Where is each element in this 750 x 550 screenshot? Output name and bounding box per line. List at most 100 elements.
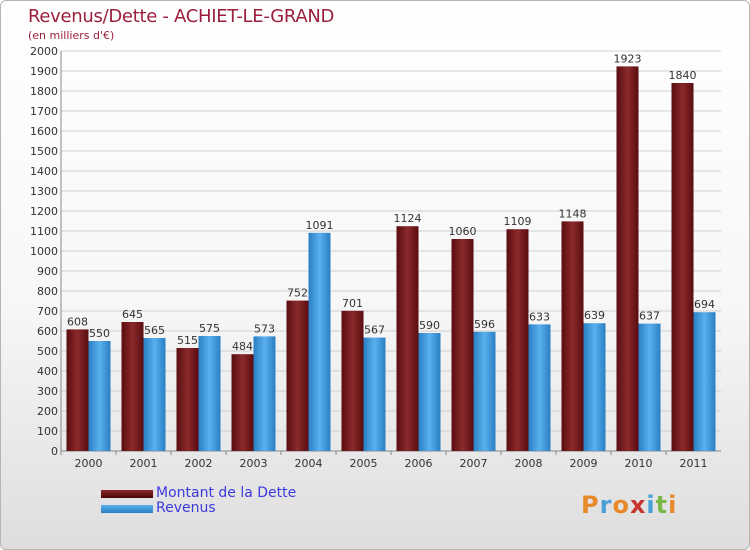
- data-label-revenue: 573: [254, 322, 275, 335]
- data-label-revenue: 567: [364, 324, 385, 337]
- data-label-debt: 1840: [669, 69, 697, 82]
- bar-debt: [121, 322, 144, 451]
- x-tick-label: 2003: [240, 457, 268, 470]
- x-tick-label: 2010: [625, 457, 653, 470]
- bar-debt: [396, 226, 419, 451]
- logo-letter: P: [581, 491, 600, 519]
- bar-debt: [176, 348, 199, 451]
- data-label-revenue: 590: [419, 319, 440, 332]
- logo-letter: i: [668, 491, 678, 519]
- bar-debt: [671, 83, 694, 451]
- data-label-debt: 1060: [449, 225, 477, 238]
- y-tick-label: 600: [37, 325, 58, 338]
- axes: 0 100 200 300 400 500 600 700 800 900 1000 1100 1200…: [30, 45, 721, 470]
- chart-title: Revenus/Dette - ACHIET-LE-GRAND: [28, 6, 335, 27]
- legend-label-debt: Montant de la Dette: [156, 485, 297, 501]
- y-tick-label: 1500: [30, 145, 58, 158]
- logo-letter: x: [629, 491, 647, 519]
- legend-swatch-revenue: [101, 505, 153, 513]
- bar-revenue: [363, 337, 386, 451]
- bar-revenue: [638, 323, 661, 451]
- data-label-debt: 1148: [559, 207, 587, 220]
- proxiti-logo: Proxiti: [581, 491, 677, 519]
- bar-revenue: [198, 336, 221, 451]
- data-label-debt: 1124: [394, 212, 422, 225]
- data-label-revenue: 575: [199, 322, 220, 335]
- y-tick-label: 500: [37, 345, 58, 358]
- y-tick-label: 700: [37, 305, 58, 318]
- data-label-revenue: 1091: [306, 219, 334, 232]
- data-label-revenue: 550: [89, 327, 110, 340]
- x-tick-label: 2008: [515, 457, 543, 470]
- data-label-debt: 701: [342, 297, 363, 310]
- y-tick-label: 1200: [30, 205, 58, 218]
- data-label-revenue: 633: [529, 310, 550, 323]
- logo-letter: i: [646, 491, 656, 519]
- bar-revenue: [473, 331, 496, 451]
- data-label-debt: 484: [232, 340, 253, 353]
- bar-debt: [66, 329, 89, 451]
- data-label-debt: 752: [287, 287, 308, 300]
- x-tick-label: 2006: [405, 457, 433, 470]
- bars: [66, 66, 716, 452]
- logo-letter: r: [599, 491, 613, 519]
- data-label-revenue: 639: [584, 309, 605, 322]
- bar-revenue: [143, 338, 166, 451]
- y-gridlines: [61, 50, 721, 452]
- data-label-debt: 608: [67, 315, 88, 328]
- bar-debt: [561, 221, 584, 451]
- x-tick-label: 2007: [460, 457, 488, 470]
- bar-revenue: [308, 232, 331, 451]
- data-label-revenue: 596: [474, 318, 495, 331]
- x-tick-label: 2000: [75, 457, 103, 470]
- x-tick-label: 2001: [130, 457, 158, 470]
- bar-revenue: [88, 341, 111, 451]
- bar-debt: [341, 310, 364, 451]
- data-label-debt: 1109: [504, 215, 532, 228]
- data-label-revenue: 637: [639, 310, 660, 323]
- x-tick-label: 2011: [680, 457, 708, 470]
- y-tick-label: 1100: [30, 225, 58, 238]
- data-label-debt: 645: [122, 308, 143, 321]
- x-tick-label: 2009: [570, 457, 598, 470]
- data-label-debt: 1923: [614, 52, 642, 65]
- x-tick-label: 2002: [185, 457, 213, 470]
- legend-swatch-debt: [101, 490, 153, 498]
- bar-debt: [231, 354, 254, 451]
- x-tick-label: 2004: [295, 457, 323, 470]
- y-tick-label: 400: [37, 365, 58, 378]
- data-label-revenue: 565: [144, 324, 165, 337]
- bar-debt: [286, 300, 309, 451]
- x-tick-label: 2005: [350, 457, 378, 470]
- y-tick-label: 1300: [30, 185, 58, 198]
- bar-debt: [506, 229, 529, 451]
- bar-revenue: [418, 333, 441, 451]
- logo-letter: t: [655, 491, 669, 519]
- bar-revenue: [693, 312, 716, 451]
- y-tick-label: 1900: [30, 65, 58, 78]
- y-tick-label: 900: [37, 265, 58, 278]
- y-tick-label: 1700: [30, 105, 58, 118]
- y-tick-label: 1400: [30, 165, 58, 178]
- y-tick-label: 1600: [30, 125, 58, 138]
- y-tick-label: 200: [37, 405, 58, 418]
- y-tick-label: 300: [37, 385, 58, 398]
- bar-revenue: [253, 336, 276, 451]
- y-tick-label: 1800: [30, 85, 58, 98]
- y-tick-label: 100: [37, 425, 58, 438]
- data-label-debt: 515: [177, 334, 198, 347]
- data-label-revenue: 694: [694, 298, 715, 311]
- bar-debt: [616, 66, 639, 452]
- y-tick-label: 1000: [30, 245, 58, 258]
- bar-debt: [451, 239, 474, 451]
- chart-subtitle: (en milliers d'€): [28, 29, 115, 42]
- bar-revenue: [528, 324, 551, 451]
- bar-revenue: [583, 323, 606, 451]
- legend-label-revenue: Revenus: [156, 500, 216, 516]
- y-tick-label: 2000: [30, 45, 58, 58]
- y-tick-label: 0: [51, 445, 58, 458]
- y-tick-label: 800: [37, 285, 58, 298]
